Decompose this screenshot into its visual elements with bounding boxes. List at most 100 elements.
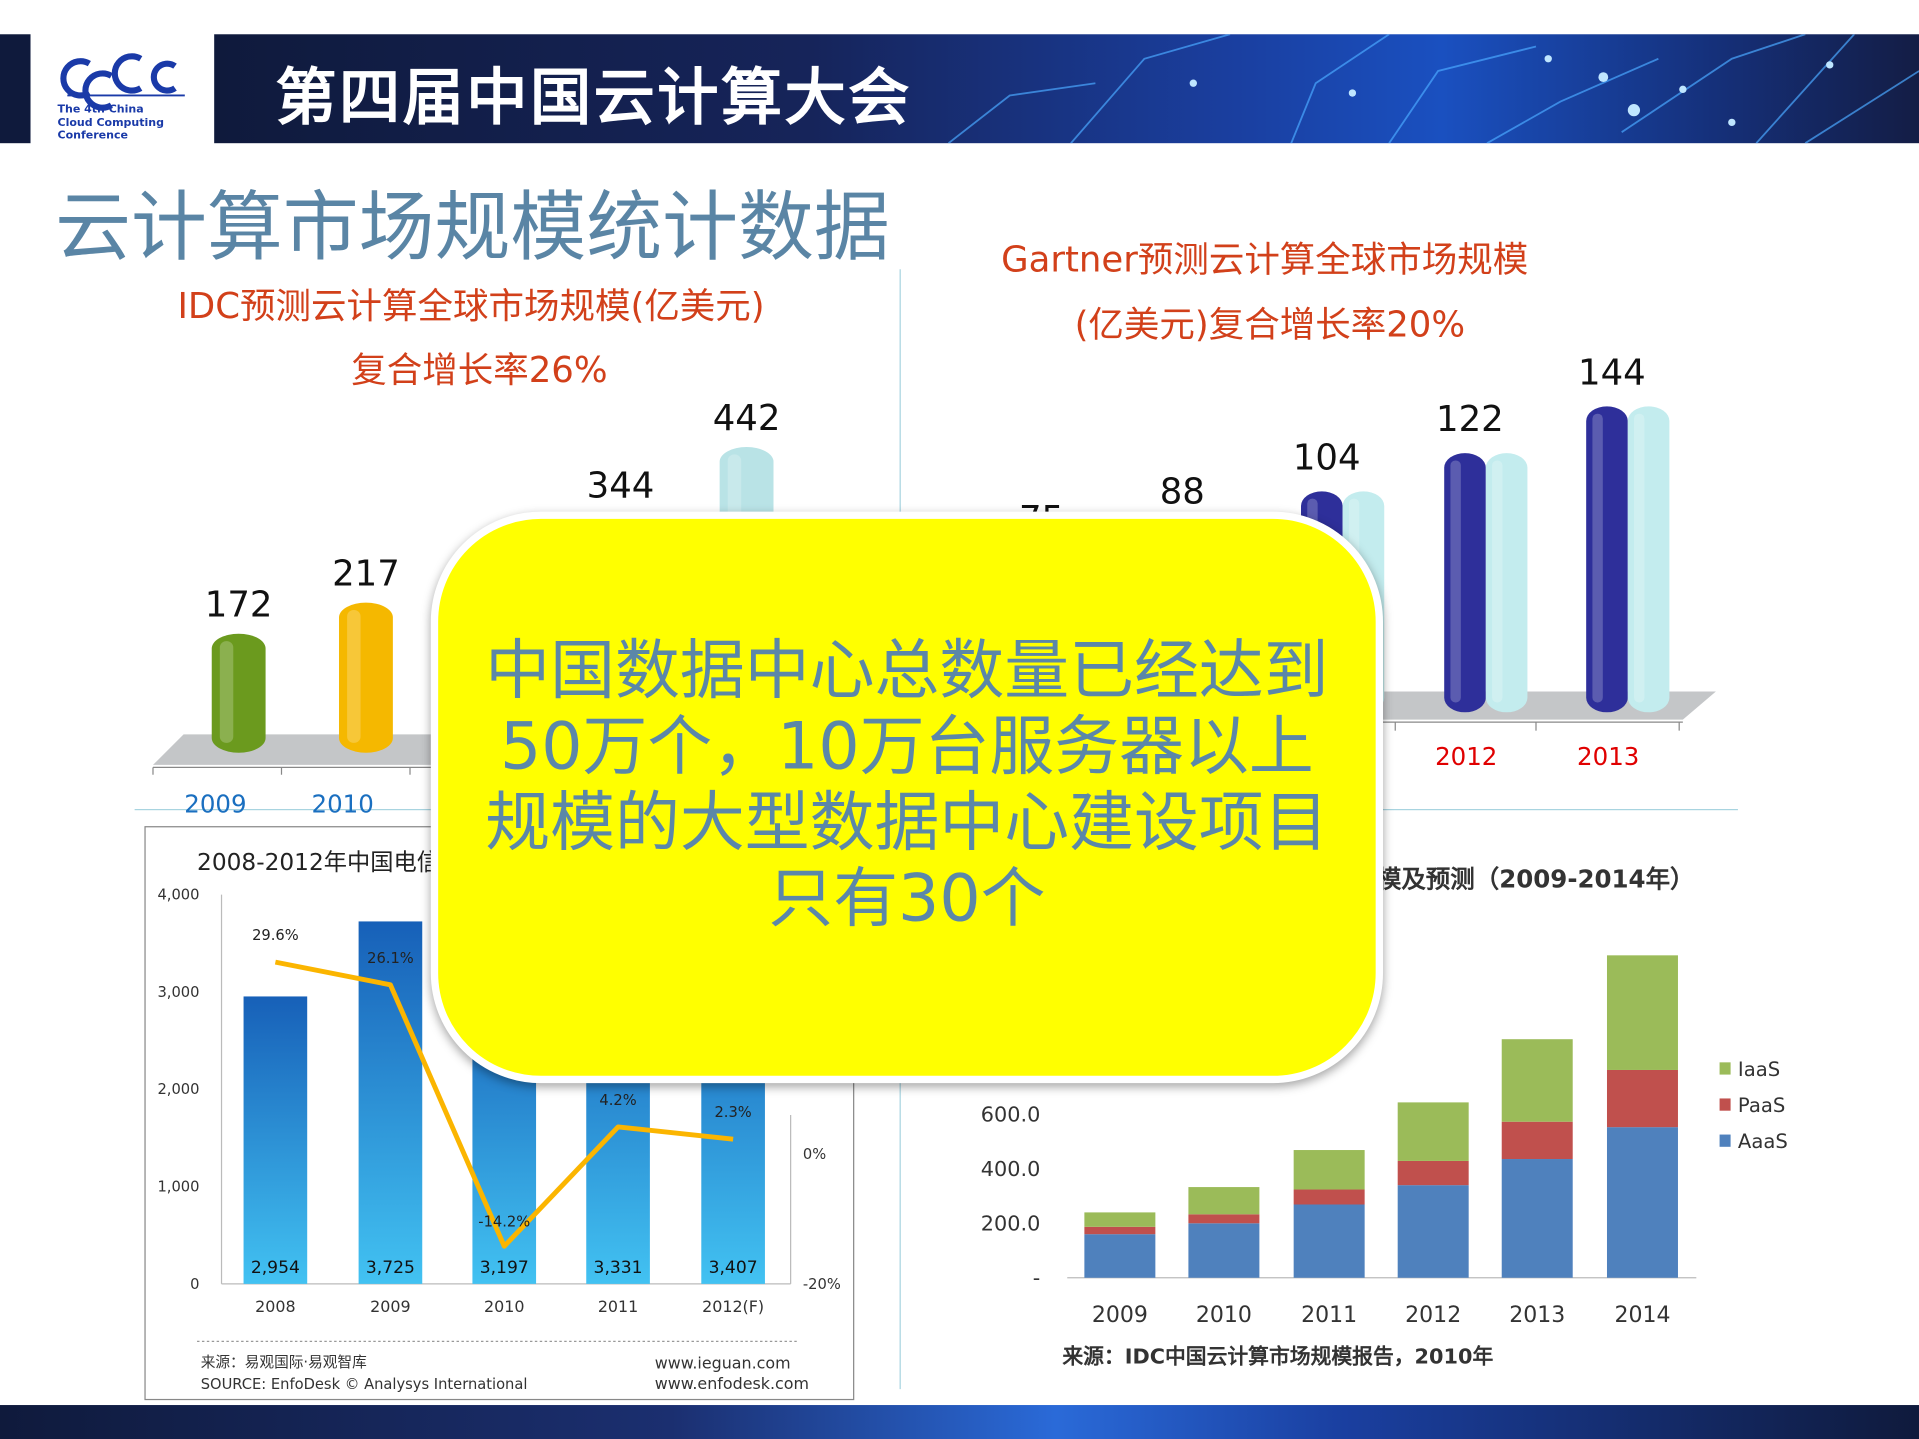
svg-text:Cloud Computing: Cloud Computing: [58, 116, 164, 129]
stacked-year-label: 2010: [1196, 1303, 1252, 1328]
telecom-bar: [243, 996, 308, 1284]
idc-chart-title-line2: 复合增长率26%: [351, 348, 608, 391]
gartner-chart-title-line2: (亿美元)复合增长率20%: [1074, 303, 1466, 346]
y-tick-label: 200.0: [981, 1212, 1041, 1236]
source-text: 来源：易观国际·易观智库: [201, 1353, 367, 1371]
stacked-segment-aaas: [1606, 1127, 1678, 1278]
stacked-segment-iaas: [1397, 1102, 1469, 1161]
growth-rate-line: [274, 959, 734, 1249]
y2-tick-label: 0%: [803, 1146, 826, 1163]
growth-rate-label: 2.3%: [714, 1104, 751, 1121]
gartner-year-label: 2012: [1435, 742, 1497, 771]
gartner-bar-dark-4: [1586, 406, 1628, 713]
telecom-chart-title: 2008-2012年中国电信: [197, 849, 440, 876]
stacked-segment-aaas: [1501, 1159, 1573, 1278]
legend-label-paas: PaaS: [1738, 1094, 1785, 1117]
stacked-year-label: 2012: [1405, 1303, 1461, 1328]
idc-value-label: 217: [332, 554, 400, 595]
footer-banner: [0, 1405, 1919, 1439]
legend-label-aaas: AaaS: [1738, 1130, 1788, 1153]
callout-line-4: 只有30个: [768, 861, 1046, 937]
highlight-callout: 中国数据中心总数量已经达到 50万个，10万台服务器以上 规模的大型数据中心建设…: [430, 511, 1384, 1084]
gartner-value-label: 122: [1436, 399, 1504, 440]
growth-rate-label: 26.1%: [367, 950, 414, 967]
stacked-segment-paas: [1606, 1069, 1678, 1128]
stacked-segment-iaas: [1606, 955, 1678, 1070]
stacked-segment-aaas: [1397, 1185, 1469, 1278]
stacked-year-label: 2014: [1614, 1303, 1670, 1328]
stacked-segment-iaas: [1501, 1039, 1573, 1122]
stacked-segment-paas: [1501, 1121, 1573, 1160]
stacked-year-label: 2009: [1092, 1303, 1148, 1328]
y-tick-label: 0: [190, 1276, 199, 1293]
idc-bar-1: [339, 602, 393, 753]
stacked-segment-paas: [1188, 1214, 1260, 1224]
source-url: www.enfodesk.com: [655, 1374, 809, 1393]
gartner-value-label: 104: [1293, 437, 1361, 478]
header-left-block: [0, 34, 31, 144]
telecom-year-label: 2008: [255, 1297, 295, 1316]
header-banner: 第四届中国云计算大会: [214, 34, 1919, 144]
stacked-segment-paas: [1084, 1226, 1156, 1235]
stacked-cloud-market-chart: 模及预测（2009-2014年） 600.0 400.0 200.0 - 2009 2010…: [981, 864, 1788, 1368]
telecom-bar-label: 3,331: [594, 1258, 643, 1278]
y2-tick-label: -20%: [803, 1276, 841, 1293]
stacked-segment-iaas: [1084, 1212, 1156, 1227]
stacked-segment-aaas: [1188, 1223, 1260, 1278]
stacked-segment-paas: [1397, 1160, 1469, 1186]
source-url: www.ieguan.com: [655, 1353, 791, 1372]
legend-label-iaas: IaaS: [1738, 1058, 1780, 1081]
stacked-segment-iaas: [1188, 1187, 1260, 1215]
stacked-source-text: 来源：IDC中国云计算市场规模报告，2010年: [1061, 1344, 1493, 1368]
y-tick-label: 600.0: [981, 1103, 1041, 1127]
growth-rate-label: 4.2%: [599, 1092, 636, 1109]
source-text: SOURCE: EnfoDesk © Analysys Internationa…: [201, 1376, 528, 1393]
gartner-bar-light-3-highlight: [1492, 460, 1503, 703]
idc-bar-0: [211, 633, 266, 753]
gartner-year-label: 2013: [1577, 742, 1639, 771]
callout-line-1: 中国数据中心总数量已经达到: [485, 633, 1329, 709]
idc-year-label: 2010: [312, 790, 374, 819]
idc-value-label: 442: [713, 398, 781, 439]
svg-text:Conference: Conference: [58, 128, 128, 141]
y-tick-label: -: [1033, 1266, 1041, 1290]
stacked-segment-paas: [1293, 1189, 1365, 1205]
stacked-year-label: 2013: [1509, 1303, 1565, 1328]
gartner-bar-light-3: [1485, 453, 1528, 713]
telecom-year-label: 2010: [484, 1297, 524, 1316]
telecom-bar-label: 2,954: [251, 1258, 300, 1278]
idc-value-label: 172: [205, 585, 273, 626]
stacked-segment-aaas: [1293, 1204, 1365, 1278]
idc-year-label: 2009: [184, 790, 246, 819]
stacked-year-label: 2011: [1301, 1303, 1357, 1328]
gartner-bar-dark-3-highlight: [1450, 460, 1461, 703]
slide-title: 云计算市场规模统计数据: [55, 182, 890, 272]
conference-title: 第四届中国云计算大会: [275, 62, 912, 134]
legend-swatch-paas: [1719, 1098, 1731, 1111]
idc-chart-title-line1: IDC预测云计算全球市场规模(亿美元): [177, 285, 765, 327]
legend-swatch-iaas: [1719, 1062, 1731, 1075]
y-tick-label: 1,000: [157, 1178, 199, 1195]
growth-rate-label: -14.2%: [478, 1214, 530, 1231]
callout-line-3: 规模的大型数据中心建设项目: [485, 785, 1329, 861]
stacked-segment-aaas: [1084, 1234, 1156, 1278]
y-tick-label: 3,000: [157, 984, 199, 1001]
telecom-year-label: 2012(F): [702, 1297, 764, 1316]
svg-text:The 4th China: The 4th China: [58, 103, 144, 116]
gartner-chart-title-line1: Gartner预测云计算全球市场规模: [1001, 238, 1529, 281]
circuit-decoration-icon: [947, 34, 1919, 144]
gartner-bar-light-4: [1627, 406, 1670, 713]
telecom-bar-label: 3,197: [480, 1258, 529, 1278]
y-tick-label: 400.0: [981, 1157, 1041, 1181]
idc-value-label: 344: [587, 466, 655, 507]
y-tick-label: 2,000: [157, 1081, 199, 1098]
callout-line-2: 50万个，10万台服务器以上: [500, 709, 1314, 785]
gartner-bar-dark-3: [1444, 453, 1486, 713]
idc-bar-1-highlight: [347, 609, 361, 743]
telecom-year-label: 2011: [598, 1297, 638, 1316]
telecom-bar-label: 3,725: [366, 1258, 415, 1278]
gartner-value-label: 88: [1160, 471, 1205, 512]
idc-bar-0-highlight: [219, 641, 234, 743]
telecom-year-label: 2009: [370, 1297, 410, 1316]
stacked-segment-iaas: [1293, 1150, 1365, 1190]
